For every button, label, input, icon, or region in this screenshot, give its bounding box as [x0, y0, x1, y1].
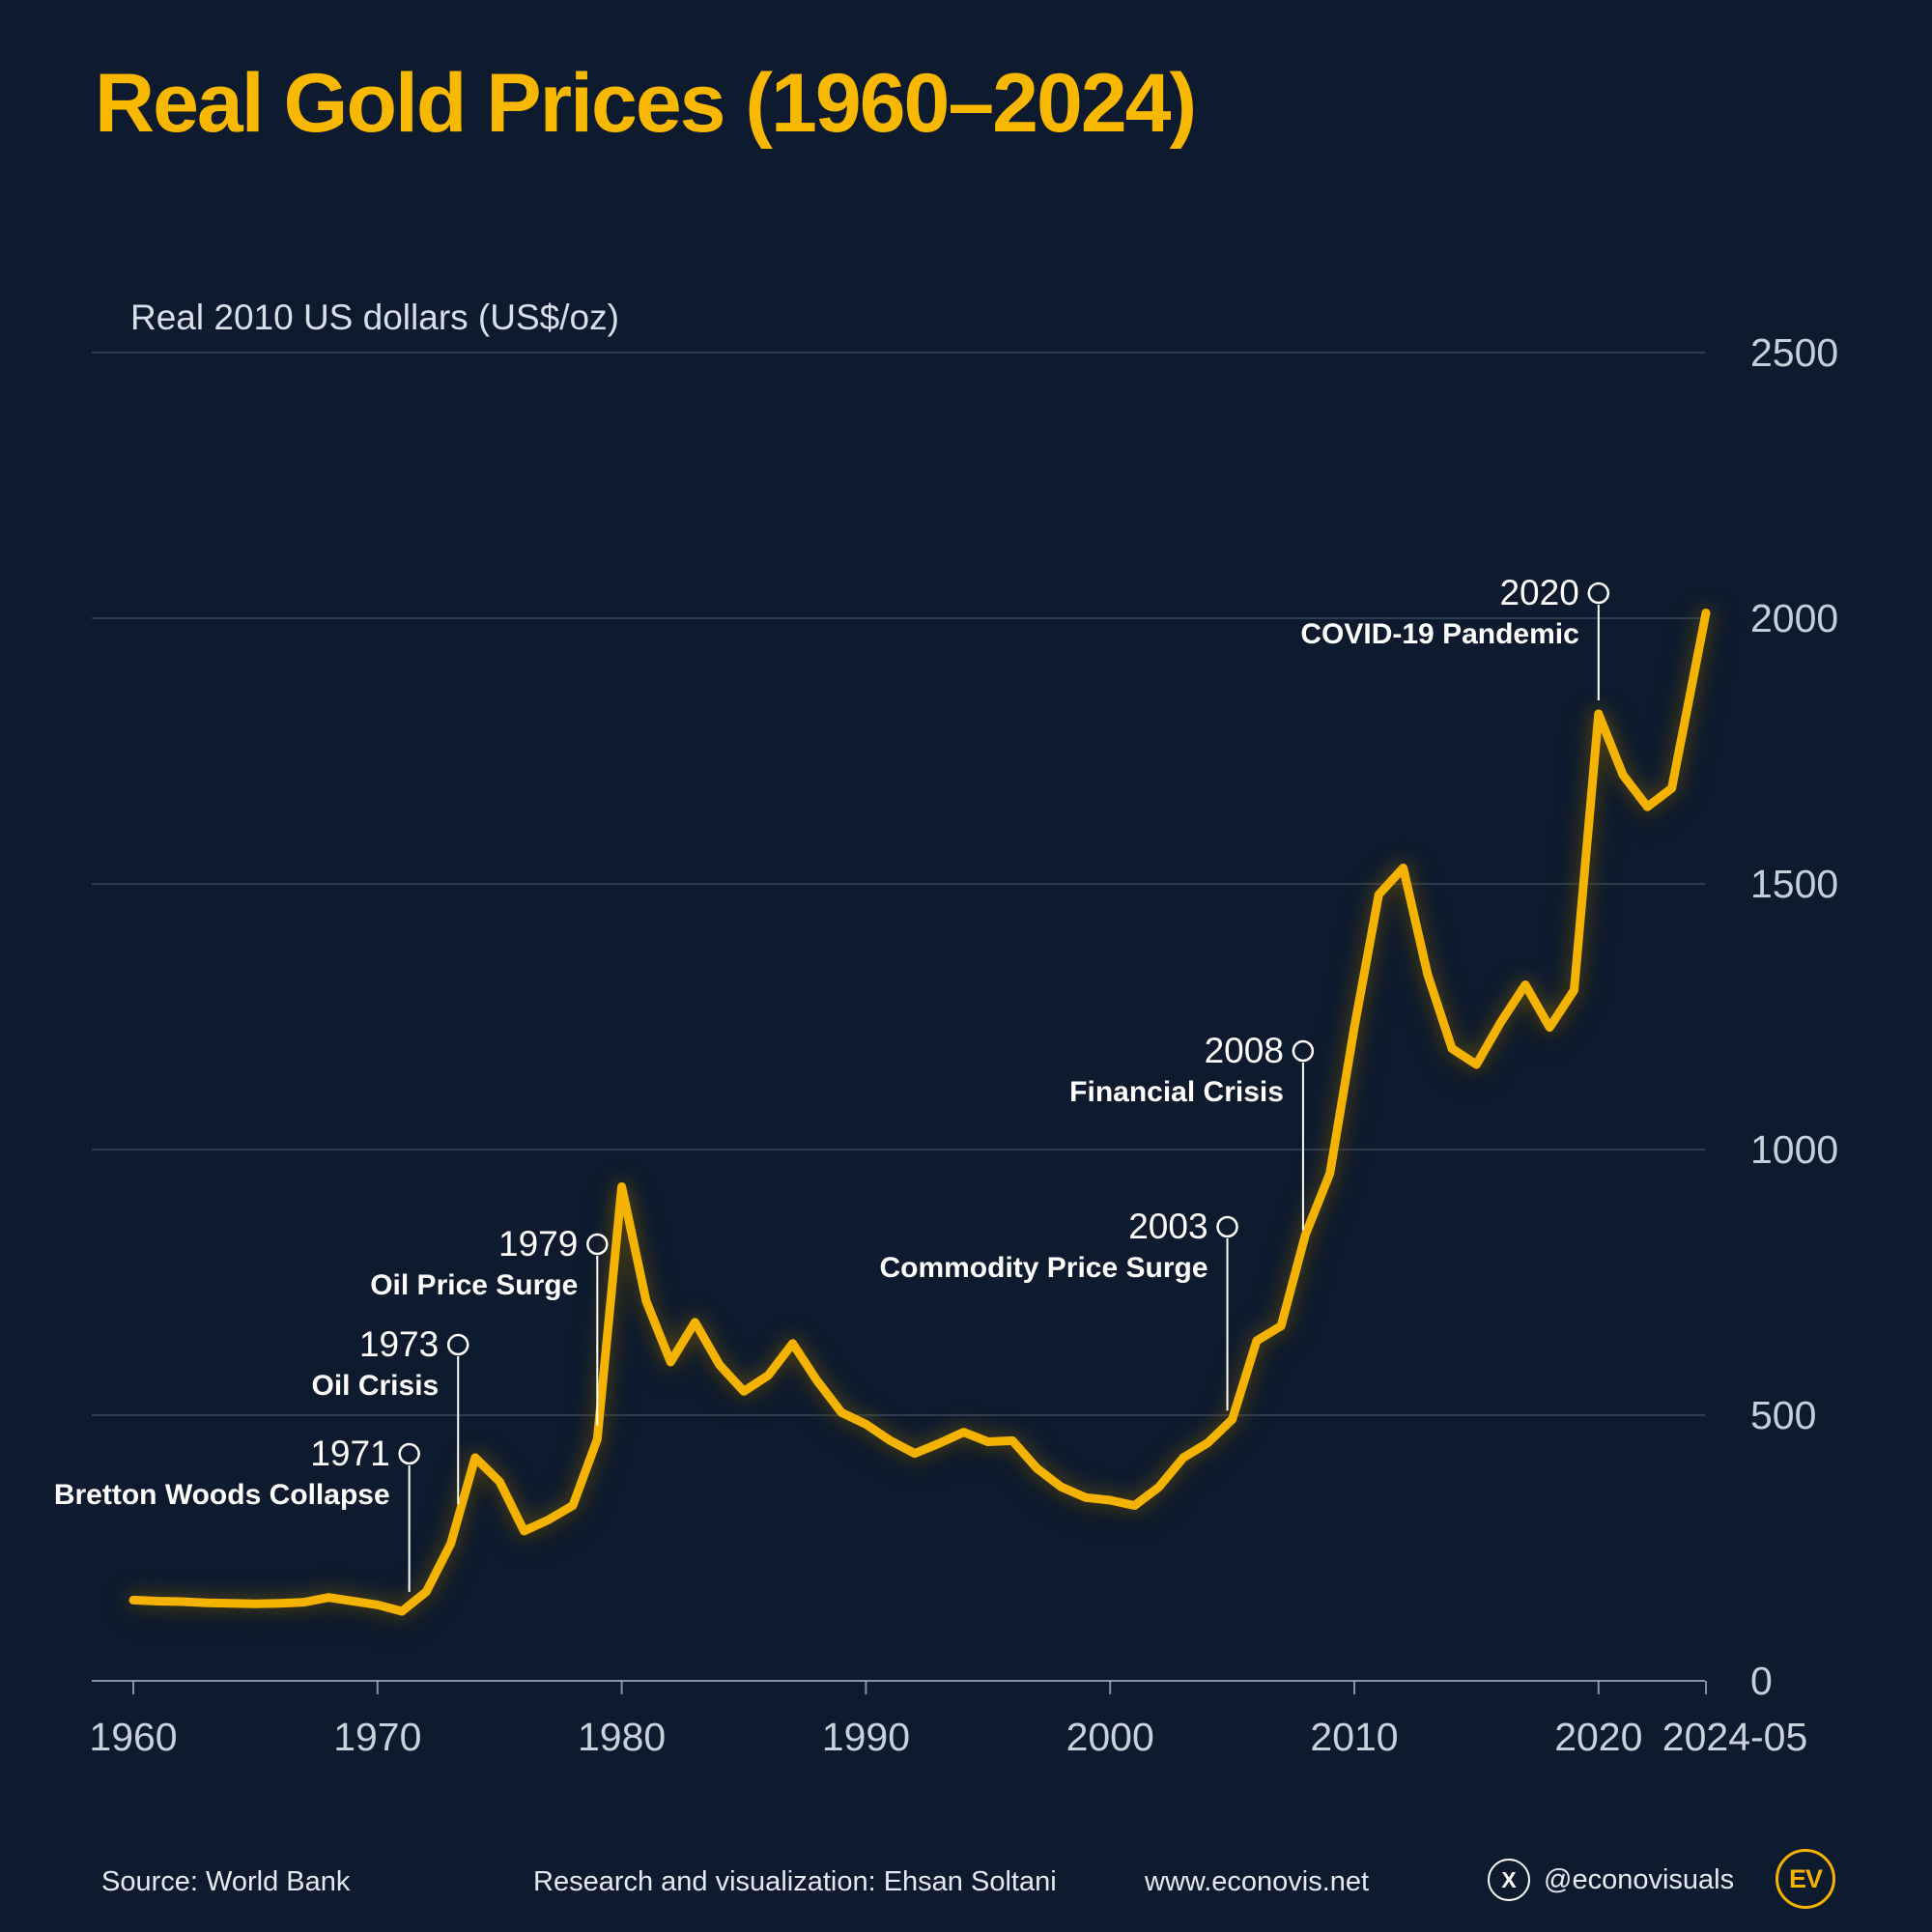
x-axis-tick-label: 1970	[333, 1715, 421, 1759]
x-glyph: X	[1501, 1866, 1517, 1892]
annotation-year: 1979	[498, 1224, 578, 1264]
y-axis-tick-label: 1000	[1750, 1127, 1838, 1172]
x-axis-tick-label: 2020	[1554, 1715, 1642, 1759]
footer: Source: World Bank Research and visualiz…	[0, 1849, 1932, 1920]
social-handle-text: @econovisuals	[1544, 1863, 1735, 1895]
x-axis-tick-label: 1990	[822, 1715, 910, 1759]
annotation-label: Commodity Price Surge	[879, 1252, 1208, 1284]
annotation-year: 1971	[310, 1434, 389, 1473]
annotation-label: Oil Crisis	[312, 1370, 440, 1402]
annotation-marker-circle	[1292, 1039, 1315, 1063]
x-axis-tick-label: 2000	[1066, 1715, 1154, 1759]
y-axis-tick-label: 2500	[1750, 330, 1838, 375]
website-link[interactable]: www.econovis.net	[1145, 1866, 1370, 1897]
y-axis-tick-label: 1500	[1750, 862, 1838, 906]
x-twitter-icon: X	[1488, 1859, 1530, 1901]
y-axis-unit-label: Real 2010 US dollars (US$/oz)	[130, 298, 619, 337]
annotation-marker-circle	[586, 1233, 609, 1256]
annotation-marker-circle	[1587, 582, 1610, 605]
x-axis-tick-label: 1980	[578, 1715, 666, 1759]
y-axis-tick-label: 0	[1750, 1659, 1773, 1703]
annotation-label: Financial Crisis	[1069, 1076, 1284, 1108]
source-label: Source: World Bank	[101, 1866, 351, 1897]
page-title: Real Gold Prices (1960–2024)	[95, 57, 1197, 150]
annotation-year: 2020	[1499, 573, 1578, 612]
annotation-year: 2003	[1128, 1207, 1208, 1246]
econovis-ev-logo: EV	[1776, 1849, 1835, 1909]
x-axis-tick-label: 2024-05	[1662, 1715, 1807, 1759]
annotation-label: Bretton Woods Collapse	[54, 1479, 390, 1511]
annotation-year: 1973	[359, 1324, 439, 1364]
annotation-year: 2008	[1205, 1031, 1284, 1070]
annotation-marker-circle	[398, 1442, 420, 1465]
gold-price-line	[128, 609, 1711, 1616]
social-handle[interactable]: X @econovisuals	[1488, 1859, 1734, 1901]
annotation-marker-circle	[1216, 1215, 1238, 1238]
x-axis-tick-label: 1960	[89, 1715, 177, 1759]
annotation-marker-circle	[446, 1333, 469, 1356]
annotation-label: Oil Price Surge	[370, 1269, 578, 1301]
x-axis-tick-label: 2010	[1310, 1715, 1398, 1759]
annotation-label: COVID-19 Pandemic	[1300, 618, 1578, 650]
y-axis-tick-label: 500	[1750, 1393, 1816, 1437]
credit-label: Research and visualization: Ehsan Soltan…	[533, 1866, 1057, 1897]
y-axis-tick-label: 2000	[1750, 596, 1838, 640]
ev-logo-text: EV	[1788, 1863, 1823, 1893]
